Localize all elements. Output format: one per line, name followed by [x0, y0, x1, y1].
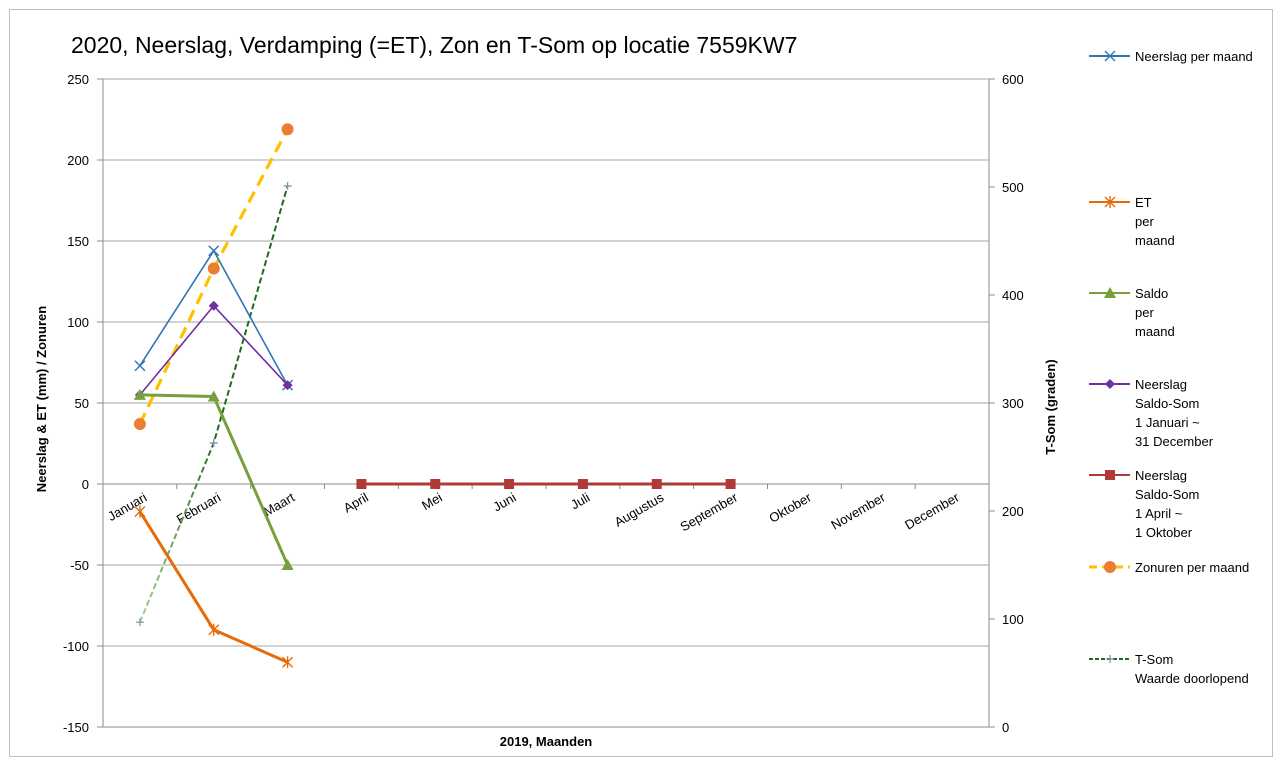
legend-item: Neerslag per maand — [1089, 49, 1253, 64]
series-5 — [134, 123, 294, 430]
y-tick-label: 100 — [67, 315, 89, 330]
legend-label: per — [1135, 305, 1154, 320]
legend-label: 31 December — [1135, 434, 1214, 449]
y2-tick-label: 200 — [1002, 504, 1024, 519]
series-line — [140, 512, 288, 663]
data-point — [356, 479, 366, 489]
legend-label: 1 Oktober — [1135, 525, 1193, 540]
data-point — [284, 182, 292, 190]
gridlines — [103, 79, 989, 646]
y2-tick-label: 300 — [1002, 396, 1024, 411]
y2-tick-label: 600 — [1002, 72, 1024, 87]
x-tick-label: September — [678, 489, 741, 534]
x-tick-label: Oktober — [766, 489, 814, 525]
legend-label: ET — [1135, 195, 1152, 210]
y-tick-label: 150 — [67, 234, 89, 249]
legend: Neerslag per maand ET per maand Saldo per maan… — [1089, 49, 1253, 686]
y-tick-label: 250 — [67, 72, 89, 87]
y2-axis-title: T-Som (graden) — [1043, 359, 1058, 454]
y-axis-ticks: 250 200 150 100 50 0 -50 -100 -150 — [63, 72, 103, 735]
x-tick-label: Augustus — [612, 489, 667, 529]
x-tick-label: December — [902, 489, 962, 532]
y-tick-label: 50 — [75, 396, 89, 411]
y-tick-label: 0 — [82, 477, 89, 492]
x-tick-label: November — [828, 489, 888, 532]
legend-label: Saldo — [1135, 286, 1168, 301]
data-point — [135, 361, 145, 371]
x-tick-label: Mei — [419, 490, 445, 514]
data-point — [1105, 470, 1115, 480]
legend-label: Neerslag per maand — [1135, 49, 1253, 64]
series-line — [140, 306, 288, 395]
x-tick-label: Juni — [490, 490, 518, 515]
legend-label: Neerslag — [1135, 468, 1187, 483]
legend-item: Saldo per maand — [1089, 286, 1175, 339]
x-tick-label: April — [341, 490, 371, 516]
legend-label: Neerslag — [1135, 377, 1187, 392]
data-point — [209, 246, 219, 256]
y-tick-label: -100 — [63, 639, 89, 654]
data-point — [1105, 379, 1115, 389]
series-line — [140, 395, 288, 565]
series-line — [140, 129, 288, 424]
data-point — [208, 263, 220, 275]
data-point — [282, 123, 294, 135]
series — [134, 123, 736, 668]
data-point — [652, 479, 662, 489]
x-axis-ticks: Januari Februari Maart April Mei Juni Juli Augu… — [103, 484, 962, 534]
legend-label: 1 April ~ — [1135, 506, 1183, 521]
chart-title: 2020, Neerslag, Verdamping (=ET), Zon en… — [71, 32, 797, 58]
y-tick-label: -50 — [70, 558, 89, 573]
data-point — [1106, 655, 1114, 663]
legend-label: T-Som — [1135, 652, 1173, 667]
data-point — [210, 439, 218, 447]
legend-item: Zonuren per maand — [1089, 560, 1249, 575]
legend-label: Zonuren per maand — [1135, 560, 1249, 575]
data-point — [134, 418, 146, 430]
series-6 — [136, 182, 292, 626]
data-point — [430, 479, 440, 489]
x-tick-label: Juli — [568, 490, 592, 513]
legend-item: ET per maand — [1089, 195, 1175, 248]
y2-tick-label: 500 — [1002, 180, 1024, 195]
data-point — [1104, 561, 1116, 573]
data-point — [504, 479, 514, 489]
y2-axis-ticks: 600 500 400 300 200 100 0 — [989, 72, 1024, 735]
legend-label: 1 Januari ~ — [1135, 415, 1200, 430]
series-1 — [135, 506, 293, 669]
y2-tick-label: 400 — [1002, 288, 1024, 303]
y-tick-label: 200 — [67, 153, 89, 168]
x-axis-title: 2019, Maanden — [500, 734, 593, 749]
y2-tick-label: 0 — [1002, 720, 1009, 735]
legend-item: Neerslag Saldo-Som 1 Januari ~ 31 December — [1089, 377, 1214, 449]
legend-label: maand — [1135, 324, 1175, 339]
data-point — [135, 506, 145, 518]
legend-label: Waarde doorlopend — [1135, 671, 1249, 686]
y-tick-label: -150 — [63, 720, 89, 735]
legend-label: per — [1135, 214, 1154, 229]
legend-label: Saldo-Som — [1135, 487, 1199, 502]
y-axis-title: Neerslag & ET (mm) / Zonuren — [34, 306, 49, 492]
data-point — [726, 479, 736, 489]
data-point — [136, 618, 144, 626]
legend-label: maand — [1135, 233, 1175, 248]
legend-label: Saldo-Som — [1135, 396, 1199, 411]
y2-tick-label: 100 — [1002, 612, 1024, 627]
data-point — [578, 479, 588, 489]
legend-item: T-Som Waarde doorlopend — [1089, 652, 1249, 686]
legend-item: Neerslag Saldo-Som 1 April ~ 1 Oktober — [1089, 468, 1199, 540]
